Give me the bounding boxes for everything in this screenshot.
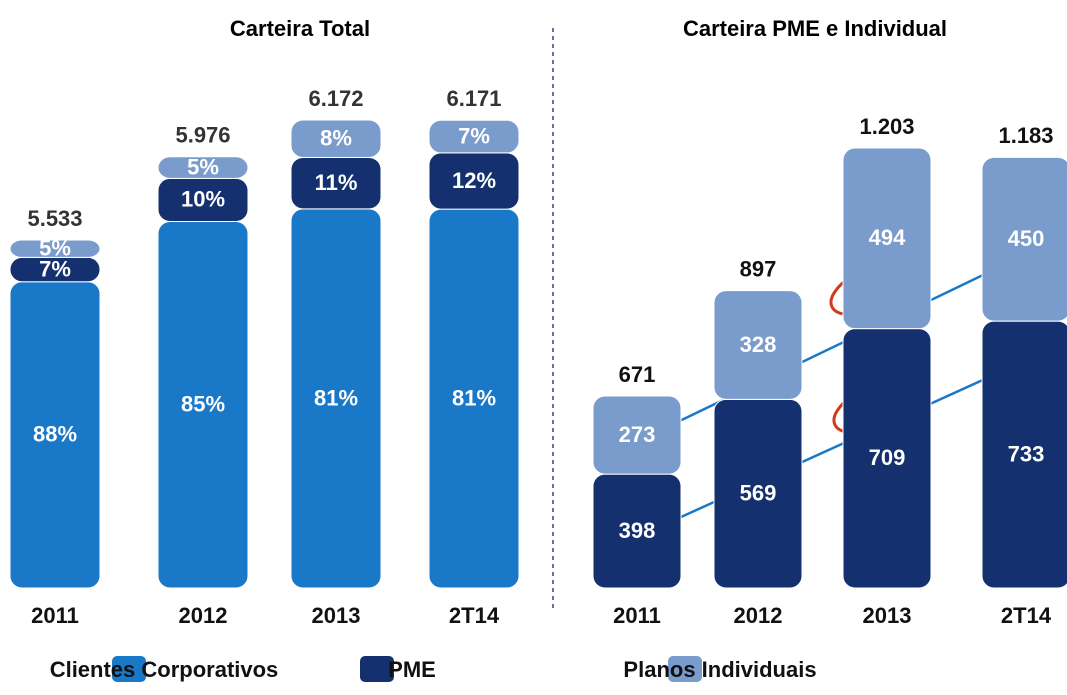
- value-label: 88%: [33, 422, 77, 447]
- annotation-sign: =: [809, 424, 822, 449]
- x-tick-label: 2T14: [1001, 603, 1052, 628]
- total-label: 5.533: [27, 206, 82, 231]
- value-label: 10%: [181, 187, 225, 212]
- value-label: 398: [619, 518, 656, 543]
- bar-segment: [9, 239, 101, 258]
- legend-label: Planos Individuais: [623, 657, 816, 682]
- value-label: 7%: [458, 123, 490, 148]
- total-label: 897: [740, 256, 777, 281]
- legend-swatch: [112, 656, 146, 682]
- legend-swatch: [360, 656, 394, 682]
- x-tick-label: 2T14: [449, 603, 500, 628]
- value-label: 85%: [181, 392, 225, 417]
- total-label: 1.183: [998, 123, 1053, 148]
- value-label: 81%: [314, 385, 358, 410]
- value-label: 7%: [39, 256, 71, 281]
- legend-swatch: [668, 656, 702, 682]
- x-tick-label: 2011: [31, 603, 79, 628]
- chart-title: Carteira Total: [230, 16, 370, 41]
- legend-label: PME: [388, 657, 436, 682]
- x-tick-label: 2013: [863, 603, 912, 628]
- annotation-sign: =: [811, 308, 824, 333]
- value-label: 5%: [187, 154, 219, 179]
- bar-segment: [842, 147, 932, 330]
- legend-label: Clientes Corporativos: [50, 657, 279, 682]
- value-label: 11%: [315, 170, 358, 195]
- x-tick-label: 2012: [179, 603, 228, 628]
- bar-segment: [713, 290, 803, 400]
- total-label: 1.203: [859, 114, 914, 139]
- value-label: 8%: [320, 126, 352, 151]
- value-label: 709: [869, 445, 906, 470]
- value-label: 733: [1008, 441, 1045, 466]
- bar-segment: [428, 119, 520, 154]
- x-tick-label: 2013: [312, 603, 361, 628]
- total-label: 6.172: [308, 86, 363, 111]
- bar-segment: [157, 156, 249, 179]
- total-label: 6.171: [446, 86, 501, 111]
- x-tick-label: 2011: [613, 603, 661, 628]
- bar-segment: [290, 119, 382, 158]
- value-label: 450: [1008, 226, 1045, 251]
- total-label: 5.976: [175, 123, 230, 148]
- value-label: 273: [619, 422, 656, 447]
- value-label: 494: [869, 225, 906, 250]
- value-label: 569: [740, 480, 777, 505]
- value-label: 81%: [452, 385, 496, 410]
- chart-title: Carteira PME e Individual: [683, 16, 947, 41]
- value-label: 5%: [39, 236, 71, 261]
- value-label: 328: [740, 332, 777, 357]
- bar-segment: [592, 395, 682, 475]
- value-label: 12%: [452, 168, 496, 193]
- total-label: 671: [619, 362, 656, 387]
- x-tick-label: 2012: [734, 603, 783, 628]
- bar-segment: [981, 156, 1067, 322]
